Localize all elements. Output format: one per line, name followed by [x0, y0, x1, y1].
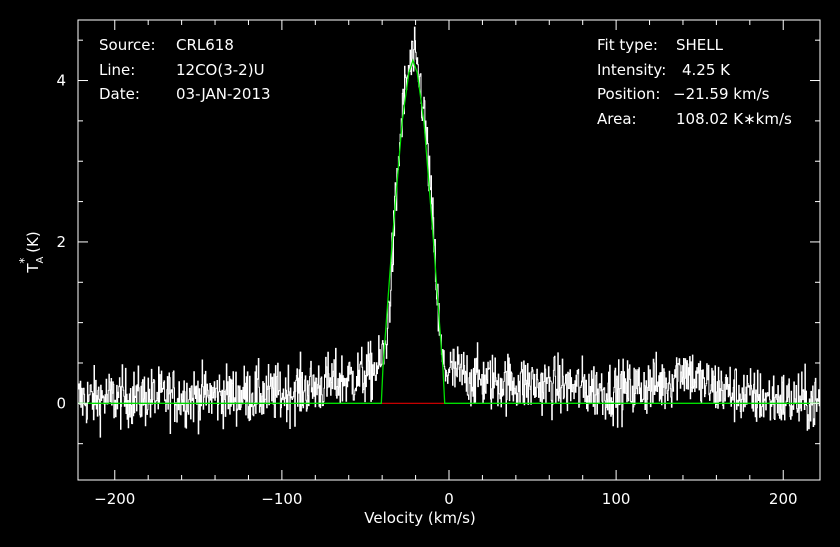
fit-line — [78, 58, 820, 404]
ticks-layer: −200 −100 0 100 200 0 2 4 — [56, 20, 820, 508]
position-value: −21.59 km/s — [673, 85, 770, 103]
date-value: 03-JAN-2013 — [176, 85, 271, 103]
y-axis-label: TA* (K) — [17, 231, 46, 273]
fit-type-value: SHELL — [676, 36, 723, 54]
area-value: 108.02 K∗km/s — [676, 110, 792, 128]
source-value: CRL618 — [176, 36, 234, 54]
x-tick-label: −100 — [261, 490, 302, 508]
fit-type-label: Fit type: — [597, 36, 658, 54]
x-tick-label: 100 — [602, 490, 631, 508]
intensity-label: Intensity: — [597, 61, 667, 79]
position-label: Position: — [597, 85, 661, 103]
intensity-value: 4.25 K — [682, 61, 731, 79]
date-label: Date: — [99, 85, 140, 103]
x-axis-label: Velocity (km/s) — [364, 509, 476, 527]
spectrum-line — [78, 26, 820, 438]
x-tick-label: −200 — [94, 490, 135, 508]
y-tick-label: 4 — [56, 72, 66, 90]
area-label: Area: — [597, 110, 637, 128]
x-tick-label: 200 — [769, 490, 798, 508]
line-label: Line: — [99, 61, 136, 79]
plot-layer — [78, 26, 820, 438]
y-tick-label: 2 — [56, 233, 66, 251]
x-tick-label: 0 — [444, 490, 454, 508]
line-value: 12CO(3-2)U — [176, 61, 265, 79]
y-tick-label: 0 — [56, 394, 66, 412]
source-label: Source: — [99, 36, 156, 54]
